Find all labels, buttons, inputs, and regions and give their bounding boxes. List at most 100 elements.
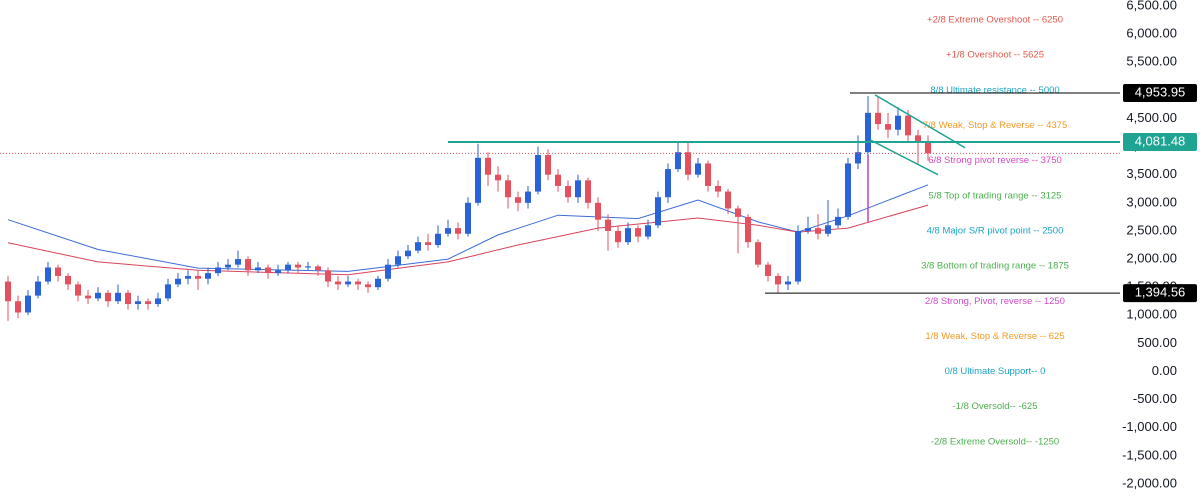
candle-body bbox=[15, 301, 21, 313]
candle-body bbox=[565, 185, 571, 198]
candle-body bbox=[605, 219, 611, 231]
candle-body bbox=[855, 152, 861, 164]
candle-body bbox=[245, 259, 251, 271]
candle-body bbox=[755, 242, 761, 265]
y-tick-label: 1,000.00 bbox=[1126, 307, 1177, 322]
candle-body bbox=[105, 292, 111, 302]
y-tick-label: 3,500.00 bbox=[1126, 166, 1177, 181]
candle-body bbox=[465, 202, 471, 234]
candle-body bbox=[665, 169, 671, 198]
candle-body bbox=[685, 152, 691, 175]
level-label: 8/8 Ultimate resistance -- 5000 bbox=[930, 85, 1059, 96]
candle-body bbox=[595, 202, 601, 220]
candle-body bbox=[695, 163, 701, 175]
level-label: -2/8 Extreme Oversold-- -1250 bbox=[931, 436, 1059, 447]
candle-body bbox=[185, 275, 191, 279]
level-label: 7/8 Weak, Stop & Reverse -- 4375 bbox=[923, 120, 1068, 131]
candle-body bbox=[195, 275, 201, 279]
candle-body bbox=[345, 281, 351, 285]
candle-body bbox=[385, 264, 391, 279]
candle-body bbox=[145, 301, 151, 305]
candle-body bbox=[295, 264, 301, 268]
level-label: 3/8 Bottom of trading range -- 1875 bbox=[921, 261, 1069, 272]
candle-body bbox=[395, 256, 401, 265]
level-label: +2/8 Extreme Overshoot -- 6250 bbox=[927, 15, 1063, 26]
candle-body bbox=[355, 281, 361, 285]
y-tick-label: 2,000.00 bbox=[1126, 250, 1177, 265]
candle-body bbox=[905, 115, 911, 136]
candle-body bbox=[775, 275, 781, 285]
candle-body bbox=[475, 157, 481, 203]
candle-body bbox=[415, 242, 421, 251]
candle-body bbox=[745, 216, 751, 243]
candle-body bbox=[275, 270, 281, 274]
candle-body bbox=[255, 267, 261, 271]
candle-body bbox=[585, 180, 591, 203]
candle-body bbox=[265, 267, 271, 274]
candle-body bbox=[25, 295, 31, 313]
candle-body bbox=[865, 112, 871, 153]
candle-body bbox=[285, 264, 291, 271]
candle-body bbox=[95, 292, 101, 299]
y-tick-label: 6,500.00 bbox=[1126, 0, 1177, 12]
candle-body bbox=[765, 264, 771, 276]
candle-body bbox=[805, 228, 811, 231]
candle-body bbox=[515, 197, 521, 203]
candle-body bbox=[835, 216, 841, 226]
candle-body bbox=[535, 155, 541, 192]
y-tick-label: 500.00 bbox=[1137, 335, 1177, 350]
y-tick-label: 4,500.00 bbox=[1126, 110, 1177, 125]
candle-body bbox=[645, 225, 651, 237]
candle-body bbox=[505, 180, 511, 198]
price-label: 4,953.95 bbox=[1135, 84, 1186, 99]
candle-body bbox=[725, 191, 731, 209]
candle-body bbox=[485, 157, 491, 175]
candle-body bbox=[525, 191, 531, 203]
candle-body bbox=[815, 228, 821, 234]
trendline bbox=[874, 94, 966, 149]
candle-body bbox=[5, 281, 11, 302]
price-label-box bbox=[1123, 284, 1197, 303]
y-tick-label: -1,000.00 bbox=[1122, 419, 1177, 434]
trendline bbox=[869, 139, 939, 176]
y-tick-label: 0.00 bbox=[1152, 363, 1177, 378]
candle-body bbox=[175, 278, 181, 285]
price-label-box bbox=[1123, 83, 1197, 102]
candle-body bbox=[325, 270, 331, 282]
candle-body bbox=[895, 115, 901, 130]
candle-body bbox=[875, 112, 881, 125]
y-tick-label: 6,000.00 bbox=[1126, 26, 1177, 41]
candle-body bbox=[235, 259, 241, 265]
candle-body bbox=[85, 295, 91, 299]
candle-body bbox=[735, 208, 741, 217]
candle-body bbox=[315, 266, 321, 271]
y-tick-label: 2,500.00 bbox=[1126, 222, 1177, 237]
price-label-box bbox=[1123, 133, 1197, 152]
candle-body bbox=[405, 250, 411, 257]
candle-body bbox=[435, 233, 441, 245]
candle-body bbox=[795, 230, 801, 282]
candle-body bbox=[425, 242, 431, 245]
level-label: +1/8 Overshoot -- 5625 bbox=[946, 50, 1044, 61]
level-label: 5/8 Top of trading range -- 3125 bbox=[929, 190, 1062, 201]
candle-body bbox=[375, 278, 381, 288]
candle-body bbox=[625, 228, 631, 243]
level-label: 0/8 Ultimate Support-- 0 bbox=[945, 366, 1046, 377]
y-tick-label: 3,000.00 bbox=[1126, 194, 1177, 209]
candle-body bbox=[335, 281, 341, 285]
candle-body bbox=[785, 281, 791, 285]
level-label: -1/8 Oversold-- -625 bbox=[952, 401, 1037, 412]
candle-body bbox=[165, 284, 171, 299]
candle-body bbox=[655, 197, 661, 226]
level-label: 2/8 Strong, Pivot, reverse -- 1250 bbox=[925, 296, 1065, 307]
y-tick-label: 5,500.00 bbox=[1126, 54, 1177, 69]
y-tick-label: -2,000.00 bbox=[1122, 475, 1177, 490]
y-tick-label: -500.00 bbox=[1133, 391, 1177, 406]
level-label: 1/8 Weak, Stop & Reverse -- 625 bbox=[925, 331, 1064, 342]
candle-body bbox=[215, 267, 221, 274]
candle-body bbox=[615, 230, 621, 243]
candle-body bbox=[115, 292, 121, 302]
candle-body bbox=[225, 264, 231, 268]
level-label: 6/8 Strong pivot reverse -- 3750 bbox=[928, 155, 1062, 166]
candle-body bbox=[495, 174, 501, 181]
